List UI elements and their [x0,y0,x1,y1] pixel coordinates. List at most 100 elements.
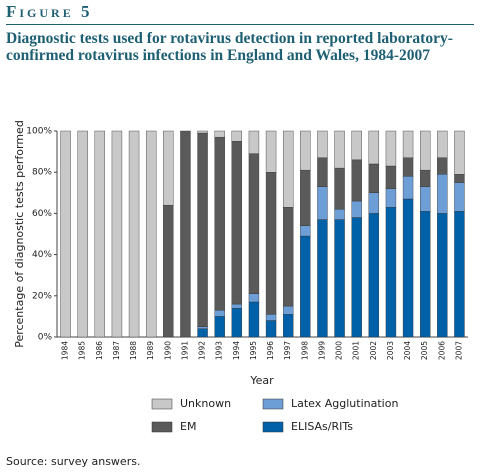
x-tick-label: 1994 [232,341,241,360]
source: Source: survey answers. [6,455,140,468]
y-tick-label: 80% [32,168,52,178]
bar-segment [197,326,208,329]
bar-segment [317,157,328,187]
x-tick-label: 1990 [163,341,172,360]
bar-segment [402,130,414,158]
x-tick-label: 1985 [78,341,87,360]
x-tick-label: 1998 [300,341,309,360]
bar-segment [419,130,431,171]
y-tick-label: 100% [26,127,52,137]
bar-segment [282,314,294,338]
bar-segment [385,165,397,189]
bar-segment [248,153,260,294]
x-tick-label: 2005 [420,341,429,360]
bar-segment [248,130,260,154]
x-tick-label: 2001 [352,341,361,360]
rule [6,24,474,25]
bar-segment [419,211,431,338]
x-tick-label: 1986 [95,341,104,360]
y-axis-label: Percentage of diagnostic tests performed [13,120,26,348]
bar-segment [282,207,294,307]
x-tick-label: 1997 [283,341,292,360]
bar-segment [214,136,225,311]
bar-segment [454,174,465,183]
bar-segment [214,310,225,317]
x-tick-label: 2006 [437,341,446,360]
bar-segment [402,176,414,200]
bar-segment [300,169,311,226]
bar-segment [282,130,294,208]
bar-segment [419,169,431,187]
bar-segment [128,130,140,338]
bar-segment [351,217,362,338]
legend-label: EM [180,420,196,433]
bar-segment [317,186,328,220]
bar-segment [248,293,260,303]
legend-label: ELISAs/RITs [291,420,353,433]
bar-segment [454,130,465,175]
bar-segment [454,211,465,338]
x-tick-label: 1996 [266,341,275,360]
x-tick-label: 1995 [249,341,258,360]
legend-swatch [262,398,284,410]
y-tick-label: 0% [38,333,53,343]
bar-segment [351,130,362,161]
bar-segment [231,303,243,309]
bar-segment [385,188,397,208]
bar-segment [231,307,243,338]
bar-segment [437,213,448,338]
bar-segment [145,130,157,338]
bar-segment [214,130,225,138]
bar-segment [163,130,174,206]
bar-segment [317,219,328,338]
figure-label: Figure 5 [6,2,93,21]
y-tick-label: 40% [32,250,52,260]
x-tick-label: 2003 [386,341,395,360]
bar-segment [248,301,260,338]
bar-segment [334,130,345,169]
bar-segment [402,157,414,177]
bar-segment [385,207,397,338]
y-tick-label: 60% [32,209,52,219]
bar-segment [368,192,380,214]
legend-label: Latex Agglutination [291,397,398,410]
bar-segment [111,130,123,338]
x-tick-label: 1993 [215,341,224,360]
bar-segment [351,200,362,218]
x-axis-label: Year [249,374,274,387]
bar-segment [437,174,448,214]
bar-segment [231,141,243,305]
bar-segment [368,213,380,338]
bar-segment [282,305,294,315]
x-tick-label: 2000 [335,341,344,360]
legend-swatch [151,398,173,410]
bar-segment [368,130,380,165]
bar-segment [454,182,465,212]
x-tick-label: 1987 [112,341,121,360]
x-tick-label: 1999 [317,341,326,360]
bar-segment [265,171,277,315]
x-tick-label: 1992 [198,341,207,360]
y-tick-label: 20% [32,291,52,301]
legend-swatch [151,421,173,433]
bar-segment [197,132,208,327]
bar-segment [402,198,414,338]
bar-segment [231,130,243,142]
bar-segment [300,225,311,237]
bar-segment [300,235,311,338]
bar-segment [197,130,208,134]
x-tick-label: 1991 [180,341,189,360]
legend-swatch [262,421,284,433]
bar-segment [214,316,225,338]
x-tick-label: 2002 [369,341,378,360]
bar-segment [94,130,106,338]
bar-segment [419,186,431,212]
bar-segment [437,157,448,175]
x-tick-label: 1984 [61,341,70,360]
x-tick-label: 2007 [454,341,463,360]
bar-segment [163,204,174,338]
bar-segment [197,328,208,338]
bar-segment [437,130,448,158]
